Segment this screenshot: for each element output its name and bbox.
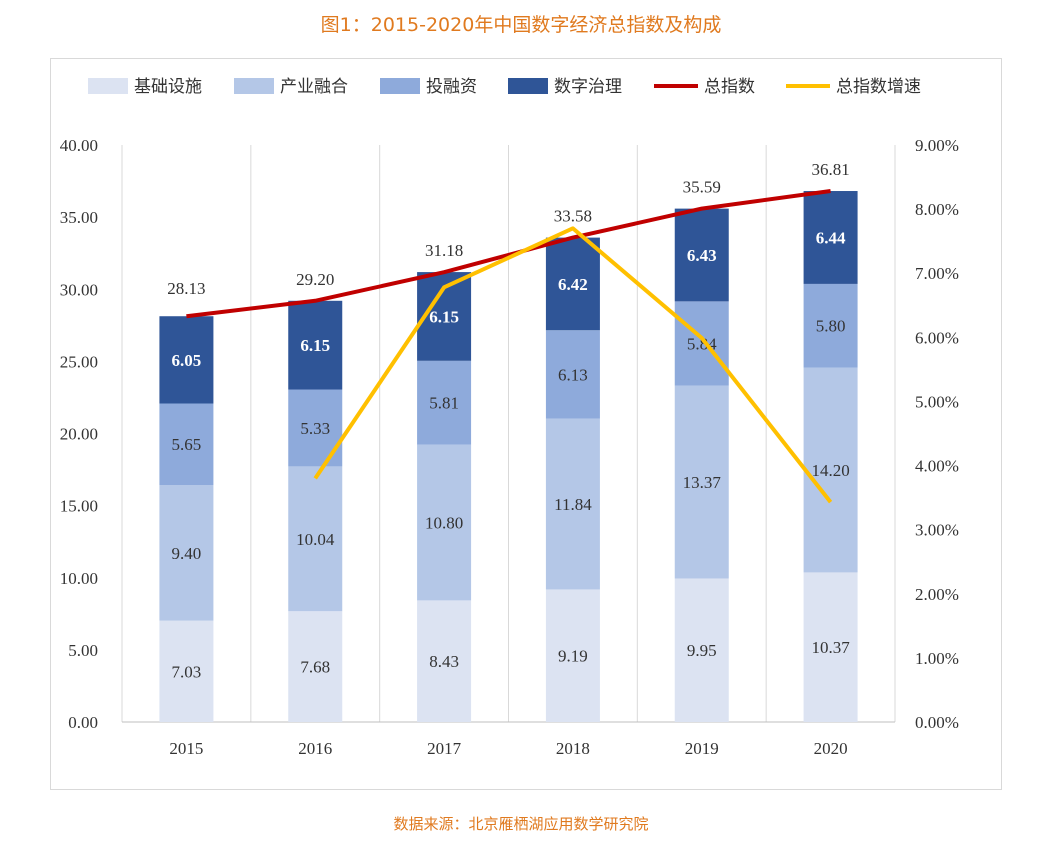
bar-segment [674, 301, 729, 386]
bar-data-label: 6.15 [300, 336, 330, 355]
bar-data-label: 9.19 [558, 647, 588, 666]
total-data-label: 29.20 [296, 270, 334, 289]
legend-label: 产业融合 [280, 77, 348, 97]
legend-label: 总指数增速 [836, 77, 921, 97]
chart-source: 数据来源：北京雁栖湖应用数学研究院 [393, 815, 649, 833]
bar-data-label: 14.20 [811, 461, 849, 480]
total-data-label: 36.81 [811, 160, 849, 179]
chart-title: 图1：2015-2020年中国数字经济总指数及构成 [320, 14, 722, 36]
bar-segment [288, 300, 343, 390]
x-tick-label: 2020 [814, 739, 848, 758]
x-tick-label: 2019 [685, 739, 719, 758]
bar-segment [159, 403, 214, 485]
bar-data-label: 6.15 [429, 307, 459, 326]
legend-label: 基础设施 [134, 77, 202, 97]
legend-swatch [88, 78, 128, 94]
bar-data-label: 6.44 [816, 228, 846, 247]
bar-data-label: 5.65 [172, 435, 202, 454]
bar-segment [545, 589, 600, 722]
y-tick-label: 0.00 [68, 713, 98, 732]
x-tick-label: 2018 [556, 739, 590, 758]
bar-segment [545, 418, 600, 590]
legend-swatch [234, 78, 274, 94]
legend-label: 投融资 [426, 77, 477, 97]
bar-segment [417, 360, 472, 445]
y-tick-label: 15.00 [60, 497, 98, 516]
y2-tick-label: 0.00% [915, 713, 959, 732]
y-tick-label: 25.00 [60, 352, 98, 371]
bar-data-label: 10.04 [296, 530, 335, 549]
y2-tick-label: 8.00% [915, 200, 959, 219]
line-series [313, 226, 833, 504]
y-tick-label: 20.00 [60, 425, 98, 444]
bar-segment [159, 316, 214, 404]
legend-label: 数字治理 [554, 77, 622, 97]
bar-data-label: 11.84 [554, 495, 592, 514]
y-tick-label: 35.00 [60, 208, 98, 227]
y2-tick-label: 2.00% [915, 585, 959, 604]
y2-tick-label: 1.00% [915, 649, 959, 668]
x-tick-label: 2017 [427, 739, 462, 758]
y2-tick-label: 4.00% [915, 457, 959, 476]
bar-segment [674, 385, 729, 579]
legend-label: 总指数 [704, 77, 755, 97]
total-data-label: 31.18 [425, 241, 463, 260]
bar-segment [803, 283, 858, 368]
bar-data-label: 7.68 [300, 658, 330, 677]
bar-segment [159, 620, 214, 722]
line-series [186, 189, 831, 319]
bar-data-label: 9.95 [687, 641, 717, 660]
y2-tick-label: 6.00% [915, 328, 959, 347]
bar-segment [674, 578, 729, 722]
bar-segment [545, 330, 600, 419]
bar-data-label: 6.42 [558, 275, 588, 294]
y-tick-label: 40.00 [60, 136, 98, 155]
bar-data-label: 5.33 [300, 419, 330, 438]
y2-tick-label: 5.00% [915, 392, 959, 411]
bar-data-label: 6.05 [172, 351, 202, 370]
bar-segment [803, 572, 858, 722]
y-tick-label: 10.00 [60, 569, 98, 588]
bar-data-label: 6.43 [687, 246, 717, 265]
bar-segment [288, 466, 343, 612]
total-data-label: 33.58 [554, 207, 592, 226]
bar-segment [803, 367, 858, 573]
x-tick-label: 2015 [169, 739, 203, 758]
y2-tick-label: 9.00% [915, 136, 959, 155]
bar-data-label: 9.40 [172, 544, 202, 563]
chart-frame [50, 58, 1002, 790]
bar-data-label: 10.80 [425, 514, 463, 533]
bar-data-label: 6.13 [558, 365, 588, 384]
bar-data-label: 5.80 [816, 317, 846, 336]
total-data-label: 35.59 [683, 178, 721, 197]
y-tick-label: 5.00 [68, 641, 98, 660]
legend-swatch [508, 78, 548, 94]
x-tick-label: 2016 [298, 739, 332, 758]
bar-segment [803, 191, 858, 284]
bar-data-label: 5.81 [429, 394, 459, 413]
bar-segment [417, 444, 472, 601]
bar-data-label: 7.03 [172, 662, 202, 681]
bar-segment [288, 611, 343, 722]
bar-segment [417, 600, 472, 722]
bar-segment [159, 484, 214, 621]
bar-segment [545, 237, 600, 331]
bar-data-label: 8.43 [429, 652, 459, 671]
y-tick-label: 30.00 [60, 280, 98, 299]
y2-tick-label: 3.00% [915, 521, 959, 540]
bar-data-label: 13.37 [683, 473, 722, 492]
bar-segment [674, 208, 729, 302]
legend-swatch [380, 78, 420, 94]
y2-tick-label: 7.00% [915, 264, 959, 283]
total-data-label: 28.13 [167, 279, 205, 298]
bar-data-label: 10.37 [811, 638, 850, 657]
